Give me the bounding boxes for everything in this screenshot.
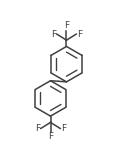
Text: F: F xyxy=(51,30,56,39)
Text: F: F xyxy=(48,132,53,141)
Text: F: F xyxy=(61,124,66,133)
Text: F: F xyxy=(64,21,69,30)
Text: F: F xyxy=(35,124,40,133)
Text: F: F xyxy=(77,30,82,39)
